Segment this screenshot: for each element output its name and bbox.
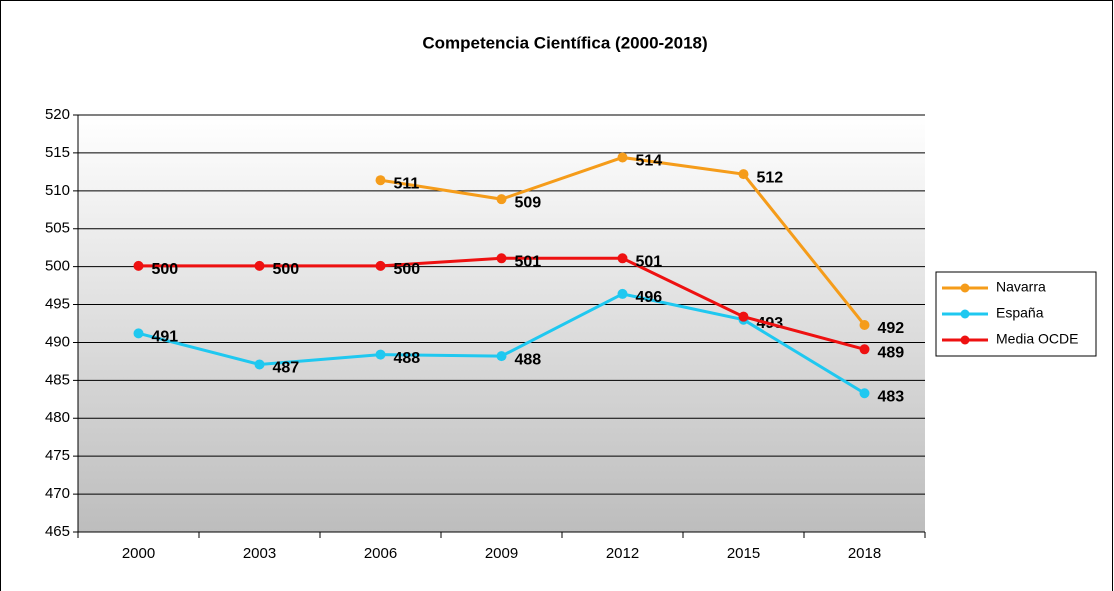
x-tick-label: 2000	[122, 545, 155, 562]
data-label: 489	[878, 344, 905, 361]
data-point	[375, 349, 386, 360]
data-label: 509	[515, 194, 542, 211]
data-point	[254, 359, 265, 370]
data-point	[617, 288, 628, 299]
data-label: 483	[878, 388, 905, 405]
y-tick-label: 490	[45, 333, 70, 350]
data-point	[133, 328, 144, 339]
legend-label: España	[996, 305, 1044, 321]
data-label: 511	[394, 175, 420, 192]
data-label: 500	[273, 261, 300, 278]
data-point	[496, 194, 507, 205]
data-point	[254, 260, 265, 271]
x-tick-label: 2015	[727, 545, 760, 562]
y-tick-label: 515	[45, 144, 70, 161]
y-tick-label: 505	[45, 220, 70, 237]
y-tick-label: 495	[45, 296, 70, 313]
y-tick-label: 485	[45, 371, 70, 388]
data-point	[375, 175, 386, 186]
data-label: 500	[152, 261, 179, 278]
x-tick-label: 2009	[485, 545, 518, 562]
x-tick-label: 2012	[606, 545, 639, 562]
data-label: 487	[273, 360, 300, 377]
data-point	[859, 388, 870, 399]
y-tick-label: 465	[45, 523, 70, 540]
legend-marker	[960, 335, 970, 345]
data-point	[617, 253, 628, 264]
data-label: 500	[394, 261, 421, 278]
x-tick-label: 2006	[364, 545, 397, 562]
data-label: 488	[515, 351, 542, 368]
data-point	[738, 169, 749, 180]
y-tick-label: 475	[45, 447, 70, 464]
plot-area	[78, 115, 925, 532]
data-point	[617, 152, 628, 163]
data-label: 501	[636, 254, 663, 271]
legend-marker	[960, 283, 970, 293]
data-label: 501	[515, 254, 542, 271]
data-point	[859, 344, 870, 355]
y-tick-label: 520	[45, 106, 70, 123]
legend-label: Navarra	[996, 279, 1046, 295]
y-tick-label: 510	[45, 182, 70, 199]
data-point	[496, 253, 507, 264]
y-tick-label: 470	[45, 485, 70, 502]
legend-label: Media OCDE	[996, 331, 1078, 347]
legend-marker	[960, 309, 970, 319]
data-point	[496, 351, 507, 362]
data-label: 512	[757, 169, 784, 186]
data-point	[859, 320, 870, 331]
data-label: 514	[636, 153, 663, 170]
data-point	[133, 260, 144, 271]
y-tick-label: 480	[45, 409, 70, 426]
data-point	[375, 260, 386, 271]
x-tick-label: 2003	[243, 545, 276, 562]
data-label: 491	[152, 329, 179, 346]
y-tick-label: 500	[45, 258, 70, 275]
chart-title: Competencia Científica (2000-2018)	[422, 33, 707, 52]
data-label: 488	[394, 350, 421, 367]
data-label: 496	[636, 289, 663, 306]
data-point	[738, 311, 749, 322]
x-tick-label: 2018	[848, 545, 881, 562]
data-label: 492	[878, 320, 905, 337]
